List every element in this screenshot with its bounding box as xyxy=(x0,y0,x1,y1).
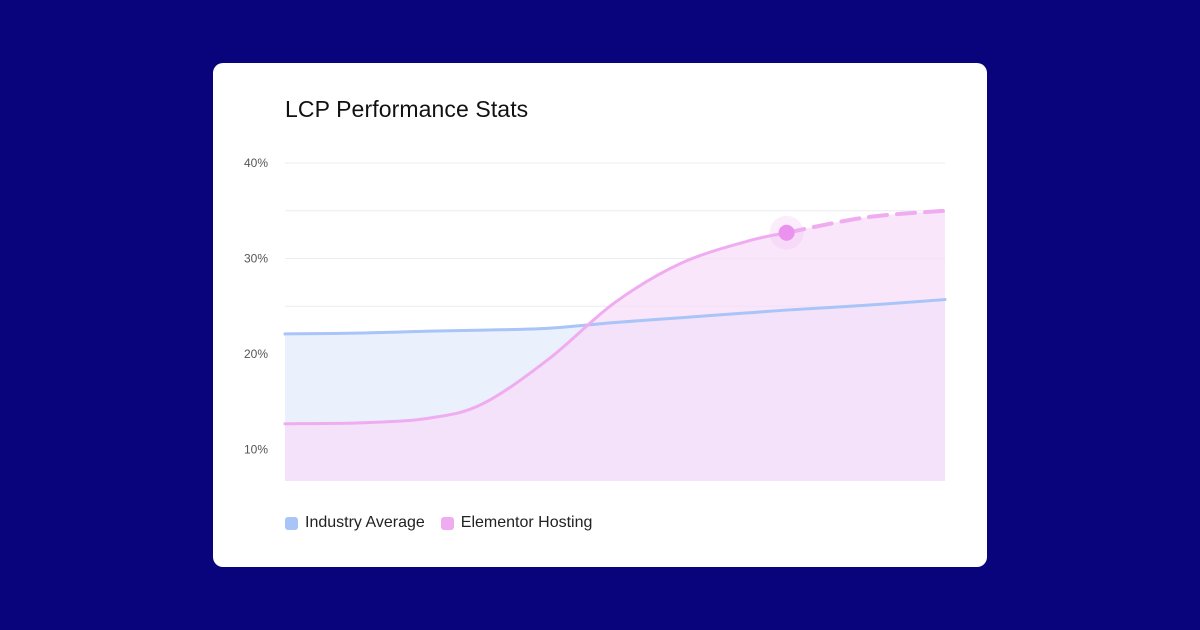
y-axis: 40% 30% 20% 10% xyxy=(244,156,268,456)
legend-label: Elementor Hosting xyxy=(460,514,593,531)
legend-item-elementor-hosting[interactable]: Elementor Hosting xyxy=(440,514,593,532)
series-lines xyxy=(283,208,947,426)
series-line-solid xyxy=(283,231,789,426)
area-elementor-hosting xyxy=(285,210,945,481)
y-tick-label: 30% xyxy=(244,251,268,265)
legend-item-industry-average[interactable]: Industry Average xyxy=(285,514,425,532)
chart-card: LCP Performance Stats 40% 30% 20% 10% Indus… xyxy=(213,63,987,567)
area-fills xyxy=(285,210,945,481)
legend: Industry Average Elementor Hosting xyxy=(285,514,592,532)
highlight-markers xyxy=(769,215,804,250)
series-line-projected xyxy=(784,208,947,235)
legend-swatch xyxy=(440,516,454,530)
chart-title: LCP Performance Stats xyxy=(285,96,529,122)
highlight-point xyxy=(778,224,795,241)
y-tick-label: 40% xyxy=(244,156,268,170)
legend-label: Industry Average xyxy=(305,514,425,531)
y-tick-label: 10% xyxy=(244,442,268,456)
line-chart: 40% 30% 20% 10% xyxy=(244,156,947,481)
series-line xyxy=(283,298,947,336)
y-tick-label: 20% xyxy=(244,347,268,361)
legend-swatch xyxy=(285,516,298,530)
